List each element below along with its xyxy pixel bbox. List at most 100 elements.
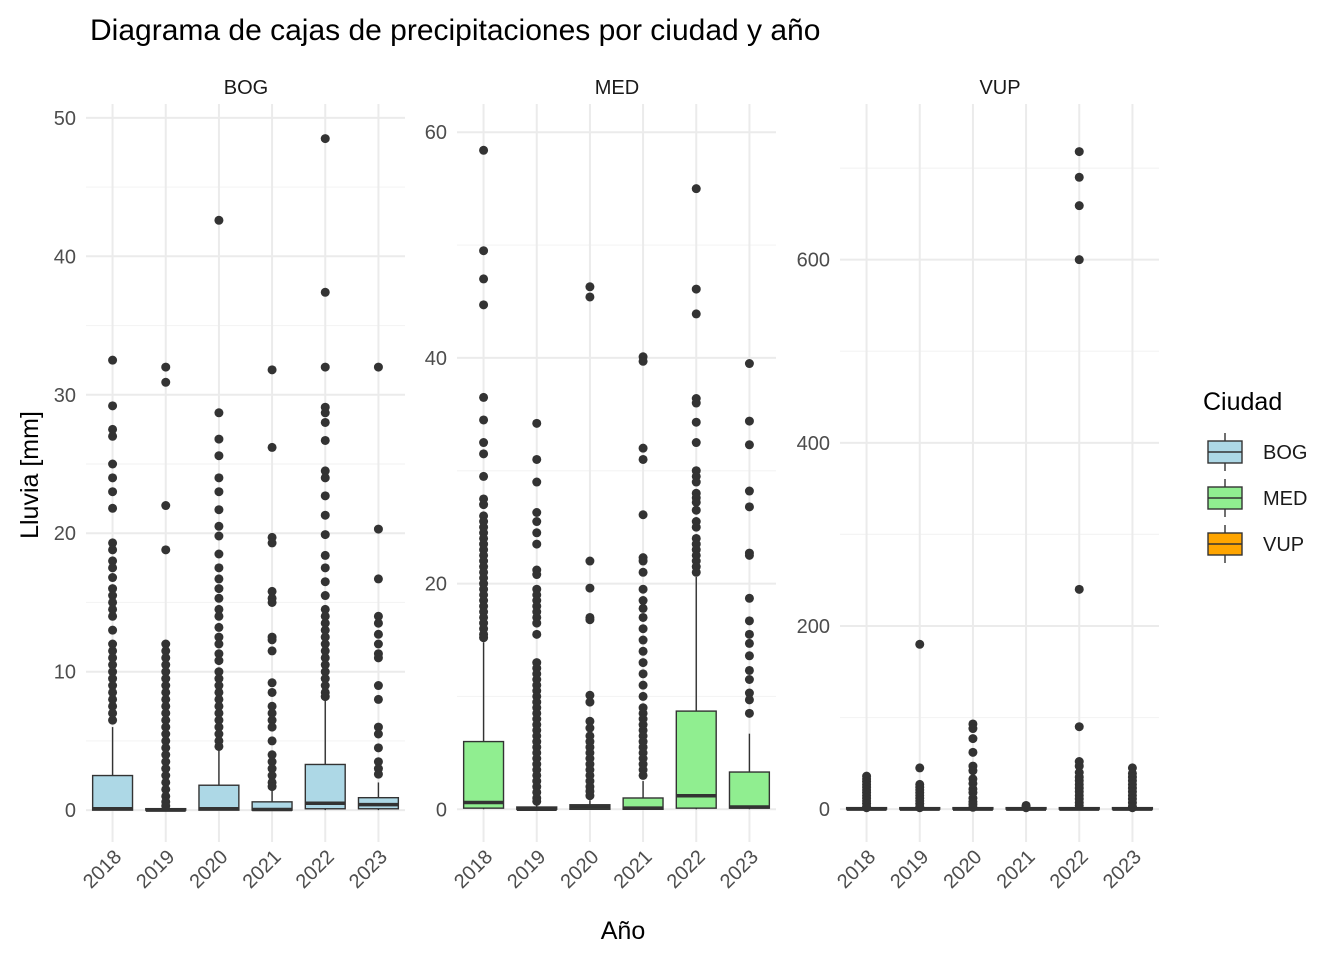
x-tick-label-vup: 2020: [939, 846, 986, 893]
outlier-point: [108, 538, 118, 548]
box-bog-2021: [251, 365, 293, 812]
outlier-point: [1074, 584, 1084, 594]
outlier-point: [320, 611, 330, 621]
outlier-point: [108, 660, 118, 670]
outlier-point: [214, 505, 224, 515]
outlier-point: [320, 646, 330, 656]
outlier-point: [968, 724, 978, 734]
grid-bog: [86, 104, 405, 842]
outlier-point: [108, 355, 118, 365]
outlier-point: [585, 697, 595, 707]
outlier-point: [968, 802, 978, 812]
outlier-point: [161, 377, 171, 387]
outlier-point: [373, 769, 383, 779]
outlier-point: [532, 570, 542, 580]
outlier-point: [691, 184, 701, 194]
outlier-point: [267, 365, 277, 375]
outlier-point: [862, 803, 872, 813]
outlier-point: [161, 801, 171, 811]
outlier-point: [108, 424, 118, 434]
outlier-point: [108, 653, 118, 663]
box-vup-2018: [845, 771, 888, 813]
legend-item-med: MED: [1207, 479, 1307, 517]
outlier-point: [320, 473, 330, 483]
x-ticks-med: 2018 2019 2020 2021 2022 2023: [450, 846, 763, 893]
grid-vup: [840, 104, 1159, 842]
outlier-point: [267, 757, 277, 767]
outlier-point: [320, 550, 330, 560]
outlier-point: [638, 603, 648, 613]
outlier-point: [320, 639, 330, 649]
outlier-point: [638, 356, 648, 366]
y-tick-label-med: 60: [425, 122, 447, 144]
outlier-point: [267, 701, 277, 711]
outlier-point: [638, 658, 648, 668]
outlier-point: [744, 416, 754, 426]
outlier-point: [479, 300, 489, 310]
outlier-point: [108, 715, 118, 725]
outlier-point: [108, 573, 118, 583]
outlier-point: [638, 596, 648, 606]
outlier-point: [214, 574, 224, 584]
outlier-point: [214, 674, 224, 684]
outlier-point: [214, 632, 224, 642]
outlier-point: [267, 597, 277, 607]
box-bog-2019: [145, 362, 187, 812]
outlier-point: [1074, 722, 1084, 732]
outlier-point: [267, 771, 277, 781]
outlier-point: [320, 681, 330, 691]
outlier-point: [320, 667, 330, 677]
outlier-point: [320, 618, 330, 628]
outlier-point: [267, 678, 277, 688]
outlier-point: [108, 473, 118, 483]
outlier-point: [320, 653, 330, 663]
outlier-point: [214, 729, 224, 739]
box-iqr: [91, 774, 134, 811]
x-tick-label-vup: 2021: [993, 846, 1040, 893]
outlier-point: [638, 680, 648, 690]
outlier-point: [532, 507, 542, 517]
outlier-point: [373, 743, 383, 753]
outlier-point: [479, 145, 489, 155]
boxes-med: [462, 145, 771, 812]
outlier-point: [161, 736, 171, 746]
box-med-2018: [462, 145, 505, 810]
outlier-point: [479, 274, 489, 284]
box-vup-2020: [952, 719, 994, 812]
box-vup-2021: [1005, 800, 1047, 813]
outlier-point: [532, 629, 542, 639]
outlier-point: [267, 538, 277, 548]
outlier-point: [214, 701, 224, 711]
outlier-point: [108, 487, 118, 497]
y-tick-label-med: 20: [425, 574, 447, 596]
y-tick-label-vup: 0: [819, 799, 830, 821]
outlier-point: [691, 438, 701, 448]
outlier-point: [161, 764, 171, 774]
outlier-point: [161, 694, 171, 704]
outlier-point: [744, 550, 754, 560]
outlier-point: [479, 415, 489, 425]
x-tick-label-bog: 2018: [79, 846, 126, 893]
outlier-point: [915, 639, 925, 649]
outlier-point: [638, 454, 648, 464]
x-tick-label-med: 2018: [450, 846, 497, 893]
outlier-point: [108, 667, 118, 677]
x-tick-label-vup: 2019: [886, 846, 933, 893]
outlier-point: [638, 770, 648, 780]
boxes-bog: [91, 134, 400, 812]
outlier-point: [373, 757, 383, 767]
outlier-point: [108, 687, 118, 697]
outlier-point: [532, 796, 542, 806]
outlier-point: [108, 681, 118, 691]
box-vup-2019: [899, 639, 941, 813]
outlier-point: [320, 563, 330, 573]
outlier-point: [214, 487, 224, 497]
outlier-point: [691, 309, 701, 319]
outlier-point: [108, 646, 118, 656]
outlier-point: [638, 556, 648, 566]
facet-label-vup: VUP: [979, 77, 1020, 99]
outlier-point: [267, 715, 277, 725]
box-med-2019: [516, 418, 558, 812]
chart-title: Diagrama de cajas de precipitaciones por…: [90, 14, 820, 47]
outlier-point: [108, 701, 118, 711]
